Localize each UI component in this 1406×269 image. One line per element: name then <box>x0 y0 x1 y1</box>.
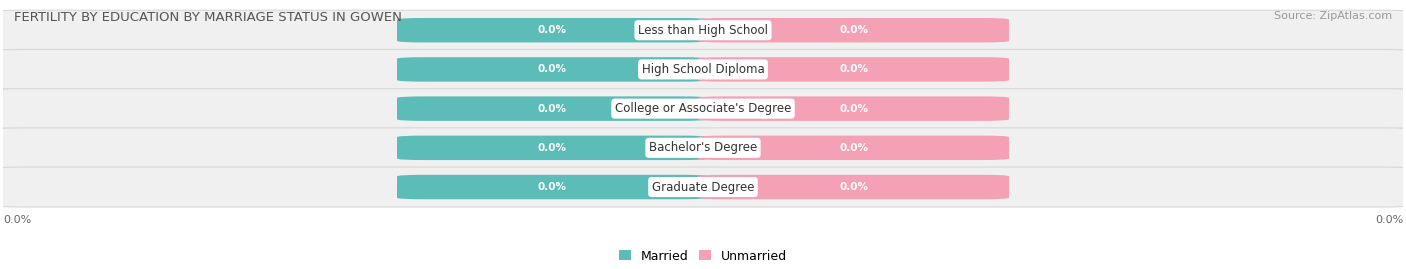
Text: 0.0%: 0.0% <box>839 182 868 192</box>
Text: Graduate Degree: Graduate Degree <box>652 180 754 193</box>
Text: Less than High School: Less than High School <box>638 24 768 37</box>
Text: 0.0%: 0.0% <box>538 143 567 153</box>
Text: Source: ZipAtlas.com: Source: ZipAtlas.com <box>1274 11 1392 21</box>
Text: FERTILITY BY EDUCATION BY MARRIAGE STATUS IN GOWEN: FERTILITY BY EDUCATION BY MARRIAGE STATU… <box>14 11 402 24</box>
Text: High School Diploma: High School Diploma <box>641 63 765 76</box>
FancyBboxPatch shape <box>0 167 1406 207</box>
FancyBboxPatch shape <box>396 136 707 160</box>
FancyBboxPatch shape <box>396 96 707 121</box>
Text: 0.0%: 0.0% <box>839 25 868 35</box>
FancyBboxPatch shape <box>699 96 1010 121</box>
Text: 0.0%: 0.0% <box>538 25 567 35</box>
FancyBboxPatch shape <box>0 49 1406 89</box>
FancyBboxPatch shape <box>0 10 1406 50</box>
Text: 0.0%: 0.0% <box>538 182 567 192</box>
FancyBboxPatch shape <box>699 18 1010 43</box>
FancyBboxPatch shape <box>699 136 1010 160</box>
FancyBboxPatch shape <box>699 175 1010 199</box>
Text: 0.0%: 0.0% <box>839 104 868 114</box>
FancyBboxPatch shape <box>396 175 707 199</box>
FancyBboxPatch shape <box>396 18 707 43</box>
FancyBboxPatch shape <box>699 57 1010 82</box>
FancyBboxPatch shape <box>396 57 707 82</box>
Text: 0.0%: 0.0% <box>538 104 567 114</box>
Text: Bachelor's Degree: Bachelor's Degree <box>650 141 756 154</box>
Legend: Married, Unmarried: Married, Unmarried <box>613 245 793 267</box>
FancyBboxPatch shape <box>0 89 1406 129</box>
Text: 0.0%: 0.0% <box>1375 215 1403 225</box>
Text: 0.0%: 0.0% <box>839 64 868 75</box>
Text: 0.0%: 0.0% <box>839 143 868 153</box>
Text: College or Associate's Degree: College or Associate's Degree <box>614 102 792 115</box>
FancyBboxPatch shape <box>0 128 1406 168</box>
Text: 0.0%: 0.0% <box>538 64 567 75</box>
Text: 0.0%: 0.0% <box>3 215 31 225</box>
